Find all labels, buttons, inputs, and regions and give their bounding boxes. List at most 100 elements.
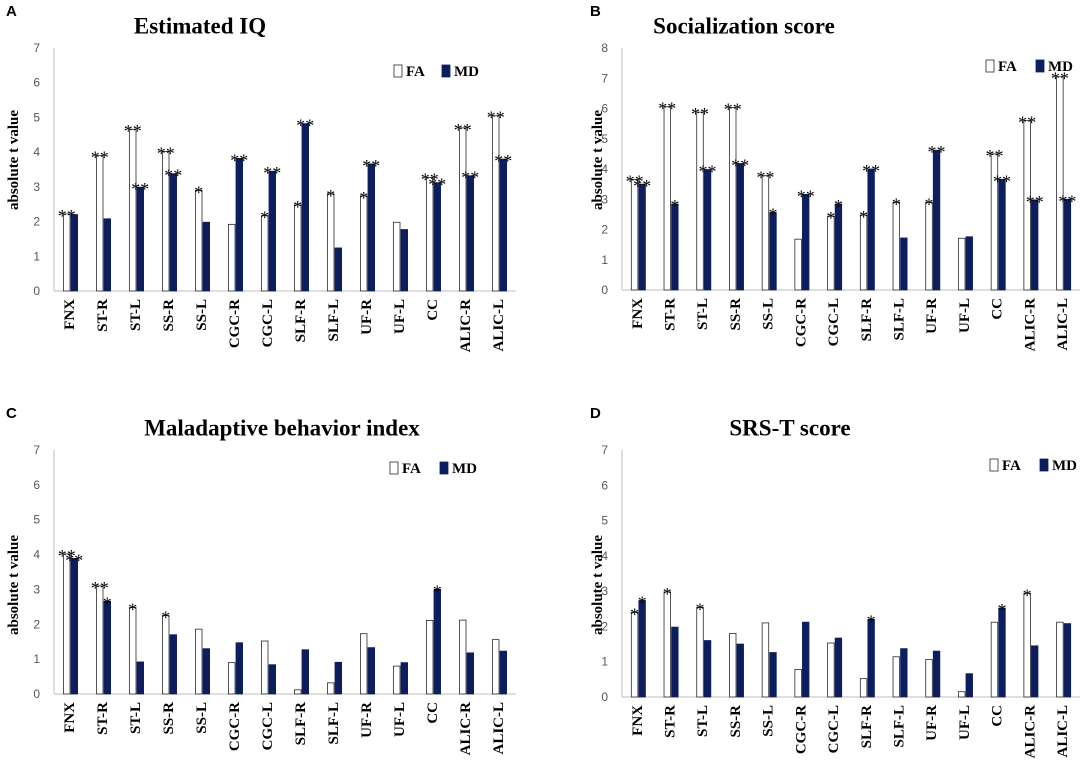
x-tick-label: SS-L [761, 298, 777, 330]
y-tick-label: 2 [33, 215, 40, 229]
bar-md [1063, 623, 1072, 698]
x-tick-label: ST-L [128, 299, 144, 331]
significance-label-fa: * [359, 188, 368, 208]
bar-md [1031, 645, 1039, 698]
bar-md [268, 170, 276, 292]
bar-fa [729, 107, 737, 291]
bar-md [736, 643, 744, 698]
significance-label-md: ** [993, 171, 1011, 191]
significance-label-md: * [997, 600, 1006, 620]
bar-md [1063, 198, 1072, 291]
y-axis-label: absolute t value [6, 535, 22, 635]
x-tick-label: FNX [62, 299, 78, 330]
significance-label-md: * [867, 611, 876, 631]
bar-fa [491, 639, 500, 695]
bar-md [367, 163, 375, 292]
x-tick-label: FNX [630, 298, 646, 329]
significance-label-md: ** [461, 168, 479, 188]
x-tick-label: ST-R [95, 702, 111, 735]
y-tick-label: 0 [33, 284, 40, 298]
significance-label-fa: ** [421, 169, 439, 189]
x-tick-label: SLF-R [859, 298, 875, 342]
y-tick-label: 7 [33, 443, 40, 457]
legend-swatch-md [439, 461, 449, 475]
bar-fa [892, 656, 900, 698]
bar-fa [892, 201, 900, 291]
bar-md [965, 673, 973, 698]
legend-swatch-fa [393, 64, 403, 78]
x-tick-label: SLF-L [892, 298, 908, 341]
bar-fa [458, 127, 467, 292]
significance-label-md: ** [1026, 192, 1044, 212]
x-tick-label: UF-R [359, 299, 375, 335]
significance-label-md: * [768, 205, 777, 225]
bar-fa [63, 553, 71, 695]
y-axis-label: absolute t value [590, 110, 606, 210]
bar-md [703, 169, 712, 291]
x-tick-label: FNX [630, 705, 646, 736]
panel-letter: D [590, 405, 601, 422]
bar-fa [458, 619, 467, 695]
bar-fa [958, 691, 966, 698]
bar-md [334, 661, 342, 695]
y-tick-label: 0 [33, 687, 40, 701]
bar-fa [990, 153, 999, 291]
bar-fa [925, 201, 933, 291]
bar-md [103, 218, 111, 292]
x-tick-label: CGC-L [826, 705, 842, 753]
bar-md [834, 203, 843, 291]
x-tick-label: CGC-R [227, 299, 243, 348]
significance-label-md: ** [633, 176, 651, 196]
bar-md [638, 183, 646, 291]
y-tick-label: 0 [601, 283, 608, 297]
bar-fa [194, 628, 203, 695]
bar-md [433, 182, 441, 292]
y-tick-label: 4 [33, 145, 40, 159]
bar-fa [491, 115, 500, 292]
bar-md [671, 203, 679, 291]
legend: FA MD [389, 461, 477, 477]
significance-label-fa: * [161, 608, 170, 628]
significance-label-md: * [103, 593, 112, 613]
bar-fa [392, 221, 401, 292]
bar-md [268, 664, 276, 695]
bar-fa [260, 215, 269, 292]
significance-label-md: ** [428, 175, 446, 195]
legend-swatch-fa [989, 458, 999, 472]
bar-fa [96, 585, 104, 695]
bar-fa [161, 151, 170, 292]
y-tick-label: 2 [601, 223, 608, 237]
bar-md [1031, 199, 1039, 291]
x-tick-label: SS-L [194, 299, 210, 331]
y-axis-label: absolute t value [590, 535, 606, 635]
y-tick-label: 7 [33, 41, 40, 55]
y-tick-label: 3 [33, 180, 40, 194]
bar-md [638, 600, 646, 698]
bar-fa [1056, 76, 1064, 291]
bar-fa [194, 189, 203, 292]
bar-md [769, 212, 777, 291]
significance-label-md: ** [862, 161, 880, 181]
significance-label-md: ** [731, 156, 749, 176]
significance-label-md: * [433, 581, 442, 601]
legend-label-md: MD [1052, 458, 1077, 474]
y-tick-label: 7 [601, 443, 608, 457]
significance-label-md: ** [164, 166, 182, 186]
significance-label-fa: ** [157, 143, 175, 163]
x-tick-label: SLF-R [293, 299, 309, 343]
bar-fa [761, 622, 770, 698]
bar-md [802, 194, 810, 291]
bar-fa [1023, 120, 1031, 291]
significance-label-fa: * [128, 600, 137, 620]
bar-fa [958, 237, 966, 291]
bar-md [466, 175, 474, 292]
x-tick-label: ST-L [695, 298, 711, 330]
bar-fa [859, 678, 868, 698]
y-tick-label: 3 [601, 192, 608, 206]
bar-fa [425, 177, 434, 292]
y-tick-label: 5 [601, 132, 608, 146]
bar-md [736, 163, 744, 291]
y-tick-label: 3 [33, 582, 40, 596]
bar-md [169, 173, 177, 292]
